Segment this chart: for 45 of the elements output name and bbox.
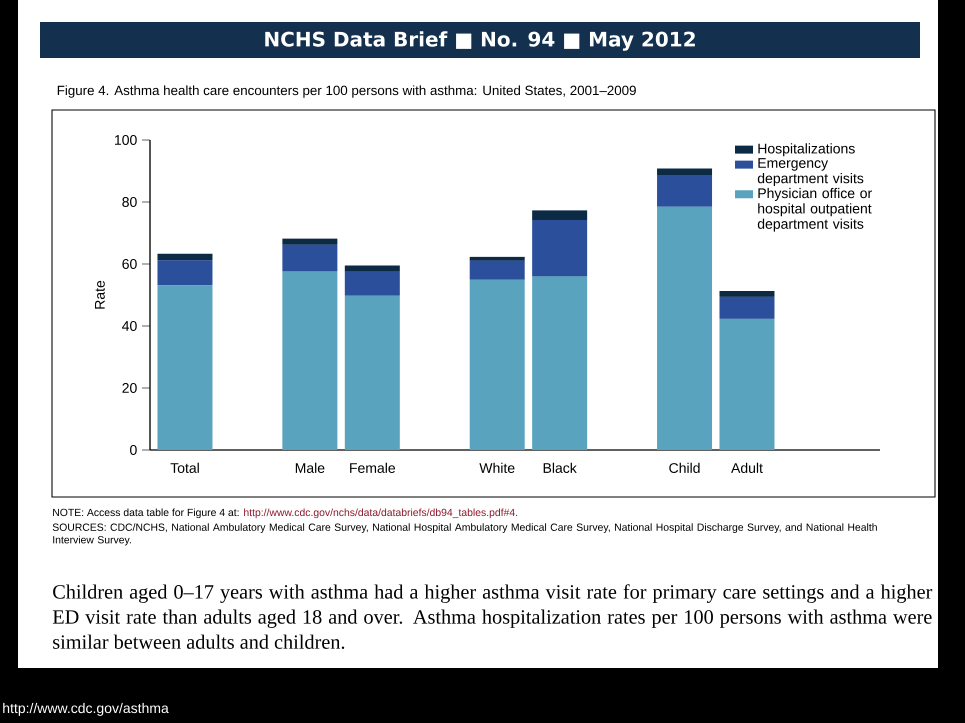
y-tick-label: 0 xyxy=(130,445,137,455)
text: NOTE: Access data table for Figure 4 at: xyxy=(53,508,239,518)
text: Children aged 0–17 years with asthma had a higher asthma visit rate for primary care settings and a higher ED visit rate than adults aged 18 and over. Asthma hospitalization rates per 100 persons with asthma were similar between adults and children. xyxy=(52,584,932,649)
y-tick-label: 100 xyxy=(115,135,137,145)
chart-subtitle: Figure 4. Asthma health care encounters per 100 persons with asthma: United States, 2001–2009 xyxy=(58,85,636,98)
bar xyxy=(344,296,400,450)
bar xyxy=(470,256,525,261)
bar xyxy=(157,285,212,450)
legend-label: Hospitalizations xyxy=(758,143,855,156)
bar xyxy=(157,254,212,260)
bar xyxy=(157,260,212,286)
bar xyxy=(282,238,338,245)
x-tick-label: Female xyxy=(350,462,396,473)
x-tick-label: Child xyxy=(669,462,700,473)
bar xyxy=(344,272,400,296)
chart-title: NCHS Data Brief ■ No. 94 ■ May 2012 xyxy=(265,31,695,51)
bar xyxy=(532,220,588,276)
bar xyxy=(657,206,712,450)
bar xyxy=(282,271,338,450)
x-tick-label: Adult xyxy=(731,462,763,473)
bar xyxy=(719,290,774,297)
text: http://www.cdc.gov/nchs/data/databriefs/db94_tables.pdf#4. xyxy=(244,508,518,518)
y-tick-label: 80 xyxy=(122,197,137,207)
x-tick-label: Total xyxy=(170,462,199,473)
bar xyxy=(532,210,588,220)
bar xyxy=(719,296,774,319)
legend-label: Physician office or hospital outpatient department visits xyxy=(758,188,872,232)
bar xyxy=(719,318,774,450)
bar xyxy=(532,276,588,450)
x-tick-label: Male xyxy=(296,462,324,473)
y-tick-label: 40 xyxy=(122,321,137,331)
legend-label: Emergency department visits xyxy=(758,158,864,186)
y-tick-label: 20 xyxy=(122,383,137,393)
text: http://www.cdc.gov/asthma xyxy=(3,702,169,716)
y-axis-title: Rate xyxy=(95,280,105,309)
bar xyxy=(344,266,400,272)
y-tick-label: 60 xyxy=(122,259,137,269)
x-tick-label: Black xyxy=(544,462,577,473)
bar xyxy=(470,280,525,450)
x-tick-label: White xyxy=(479,462,514,473)
bar xyxy=(282,244,338,272)
source-note: SOURCES: CDC/NCHS, National Ambulatory Medical Care Survey, National Hospital Ambulatory Medical Care Survey, National Hospital Discharge Survey, and National Health Interview Survey. xyxy=(52,523,877,546)
bar xyxy=(470,260,525,280)
bar xyxy=(657,175,712,207)
bar xyxy=(657,168,712,176)
